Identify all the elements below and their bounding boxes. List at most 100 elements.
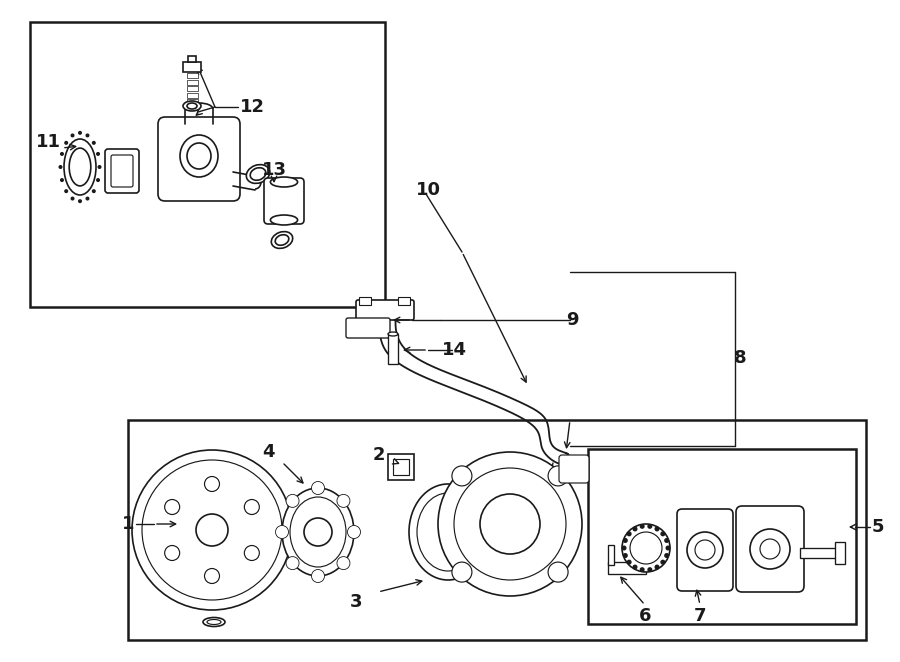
Text: 10: 10 [416, 181, 440, 199]
Circle shape [337, 495, 350, 507]
FancyBboxPatch shape [356, 300, 414, 320]
Ellipse shape [271, 232, 292, 248]
Circle shape [687, 532, 723, 568]
Circle shape [244, 545, 259, 561]
Circle shape [665, 539, 669, 542]
Ellipse shape [207, 620, 221, 624]
Circle shape [622, 546, 626, 550]
Circle shape [641, 524, 644, 528]
Circle shape [634, 527, 637, 531]
Circle shape [93, 190, 95, 193]
Circle shape [452, 466, 472, 486]
Bar [30, 22, 385, 307]
Circle shape [666, 546, 670, 550]
Ellipse shape [247, 165, 270, 183]
Bar [186, 73, 197, 78]
Ellipse shape [180, 135, 218, 177]
Circle shape [98, 166, 101, 168]
Ellipse shape [187, 143, 211, 169]
Circle shape [86, 134, 89, 137]
Ellipse shape [203, 618, 225, 626]
Circle shape [142, 460, 282, 600]
Circle shape [196, 514, 228, 546]
Bar [800, 548, 838, 558]
Circle shape [648, 568, 652, 571]
Circle shape [548, 466, 568, 486]
Bar [186, 79, 197, 85]
FancyBboxPatch shape [559, 455, 589, 483]
Circle shape [78, 200, 81, 203]
Circle shape [760, 539, 780, 559]
Ellipse shape [64, 139, 96, 195]
Text: 4: 4 [262, 443, 274, 461]
FancyBboxPatch shape [346, 318, 390, 338]
Circle shape [662, 532, 665, 536]
Ellipse shape [69, 148, 91, 186]
Text: 9: 9 [566, 311, 578, 329]
Bar [359, 297, 371, 305]
Circle shape [641, 568, 644, 571]
Text: 8: 8 [734, 349, 746, 367]
Text: 6: 6 [639, 607, 652, 625]
Ellipse shape [187, 103, 197, 109]
Text: 1: 1 [122, 515, 134, 533]
Bar [186, 86, 197, 91]
Circle shape [622, 524, 670, 572]
Circle shape [311, 481, 325, 495]
Ellipse shape [270, 215, 298, 225]
FancyBboxPatch shape [393, 459, 409, 475]
FancyBboxPatch shape [105, 149, 139, 193]
Circle shape [655, 527, 659, 531]
Ellipse shape [275, 235, 289, 246]
Circle shape [311, 569, 325, 583]
Bar [188, 56, 196, 62]
Bar [608, 545, 614, 565]
Circle shape [244, 500, 259, 514]
Circle shape [286, 557, 299, 569]
Circle shape [286, 495, 299, 507]
Ellipse shape [388, 332, 398, 336]
Circle shape [452, 562, 472, 582]
Circle shape [165, 545, 180, 561]
Bar [186, 99, 197, 104]
Circle shape [438, 452, 582, 596]
Circle shape [60, 153, 63, 155]
Bar [608, 562, 646, 574]
Circle shape [454, 468, 566, 580]
Circle shape [96, 179, 99, 181]
Circle shape [275, 526, 289, 538]
Bar [186, 93, 197, 97]
Text: 7: 7 [694, 607, 706, 625]
Ellipse shape [409, 484, 487, 580]
Circle shape [361, 306, 369, 314]
Circle shape [375, 323, 385, 333]
Circle shape [634, 565, 637, 569]
Circle shape [400, 306, 408, 314]
Circle shape [662, 560, 665, 564]
Text: 14: 14 [442, 341, 466, 359]
Circle shape [624, 553, 627, 557]
Ellipse shape [183, 101, 201, 111]
Ellipse shape [270, 177, 298, 187]
Ellipse shape [290, 497, 346, 567]
Circle shape [351, 323, 361, 333]
Bar [128, 420, 866, 640]
Circle shape [630, 532, 662, 564]
FancyBboxPatch shape [736, 506, 804, 592]
Text: 13: 13 [262, 161, 286, 179]
Text: 12: 12 [239, 98, 265, 116]
Circle shape [655, 565, 659, 569]
Circle shape [165, 500, 180, 514]
Ellipse shape [282, 488, 354, 576]
FancyBboxPatch shape [111, 155, 133, 187]
Circle shape [627, 560, 631, 564]
Circle shape [548, 562, 568, 582]
Text: 5: 5 [872, 518, 885, 536]
Circle shape [65, 190, 68, 193]
FancyBboxPatch shape [264, 178, 304, 224]
Circle shape [71, 197, 74, 200]
Circle shape [648, 524, 652, 528]
Ellipse shape [417, 493, 479, 571]
Circle shape [65, 142, 68, 144]
Ellipse shape [250, 167, 266, 180]
